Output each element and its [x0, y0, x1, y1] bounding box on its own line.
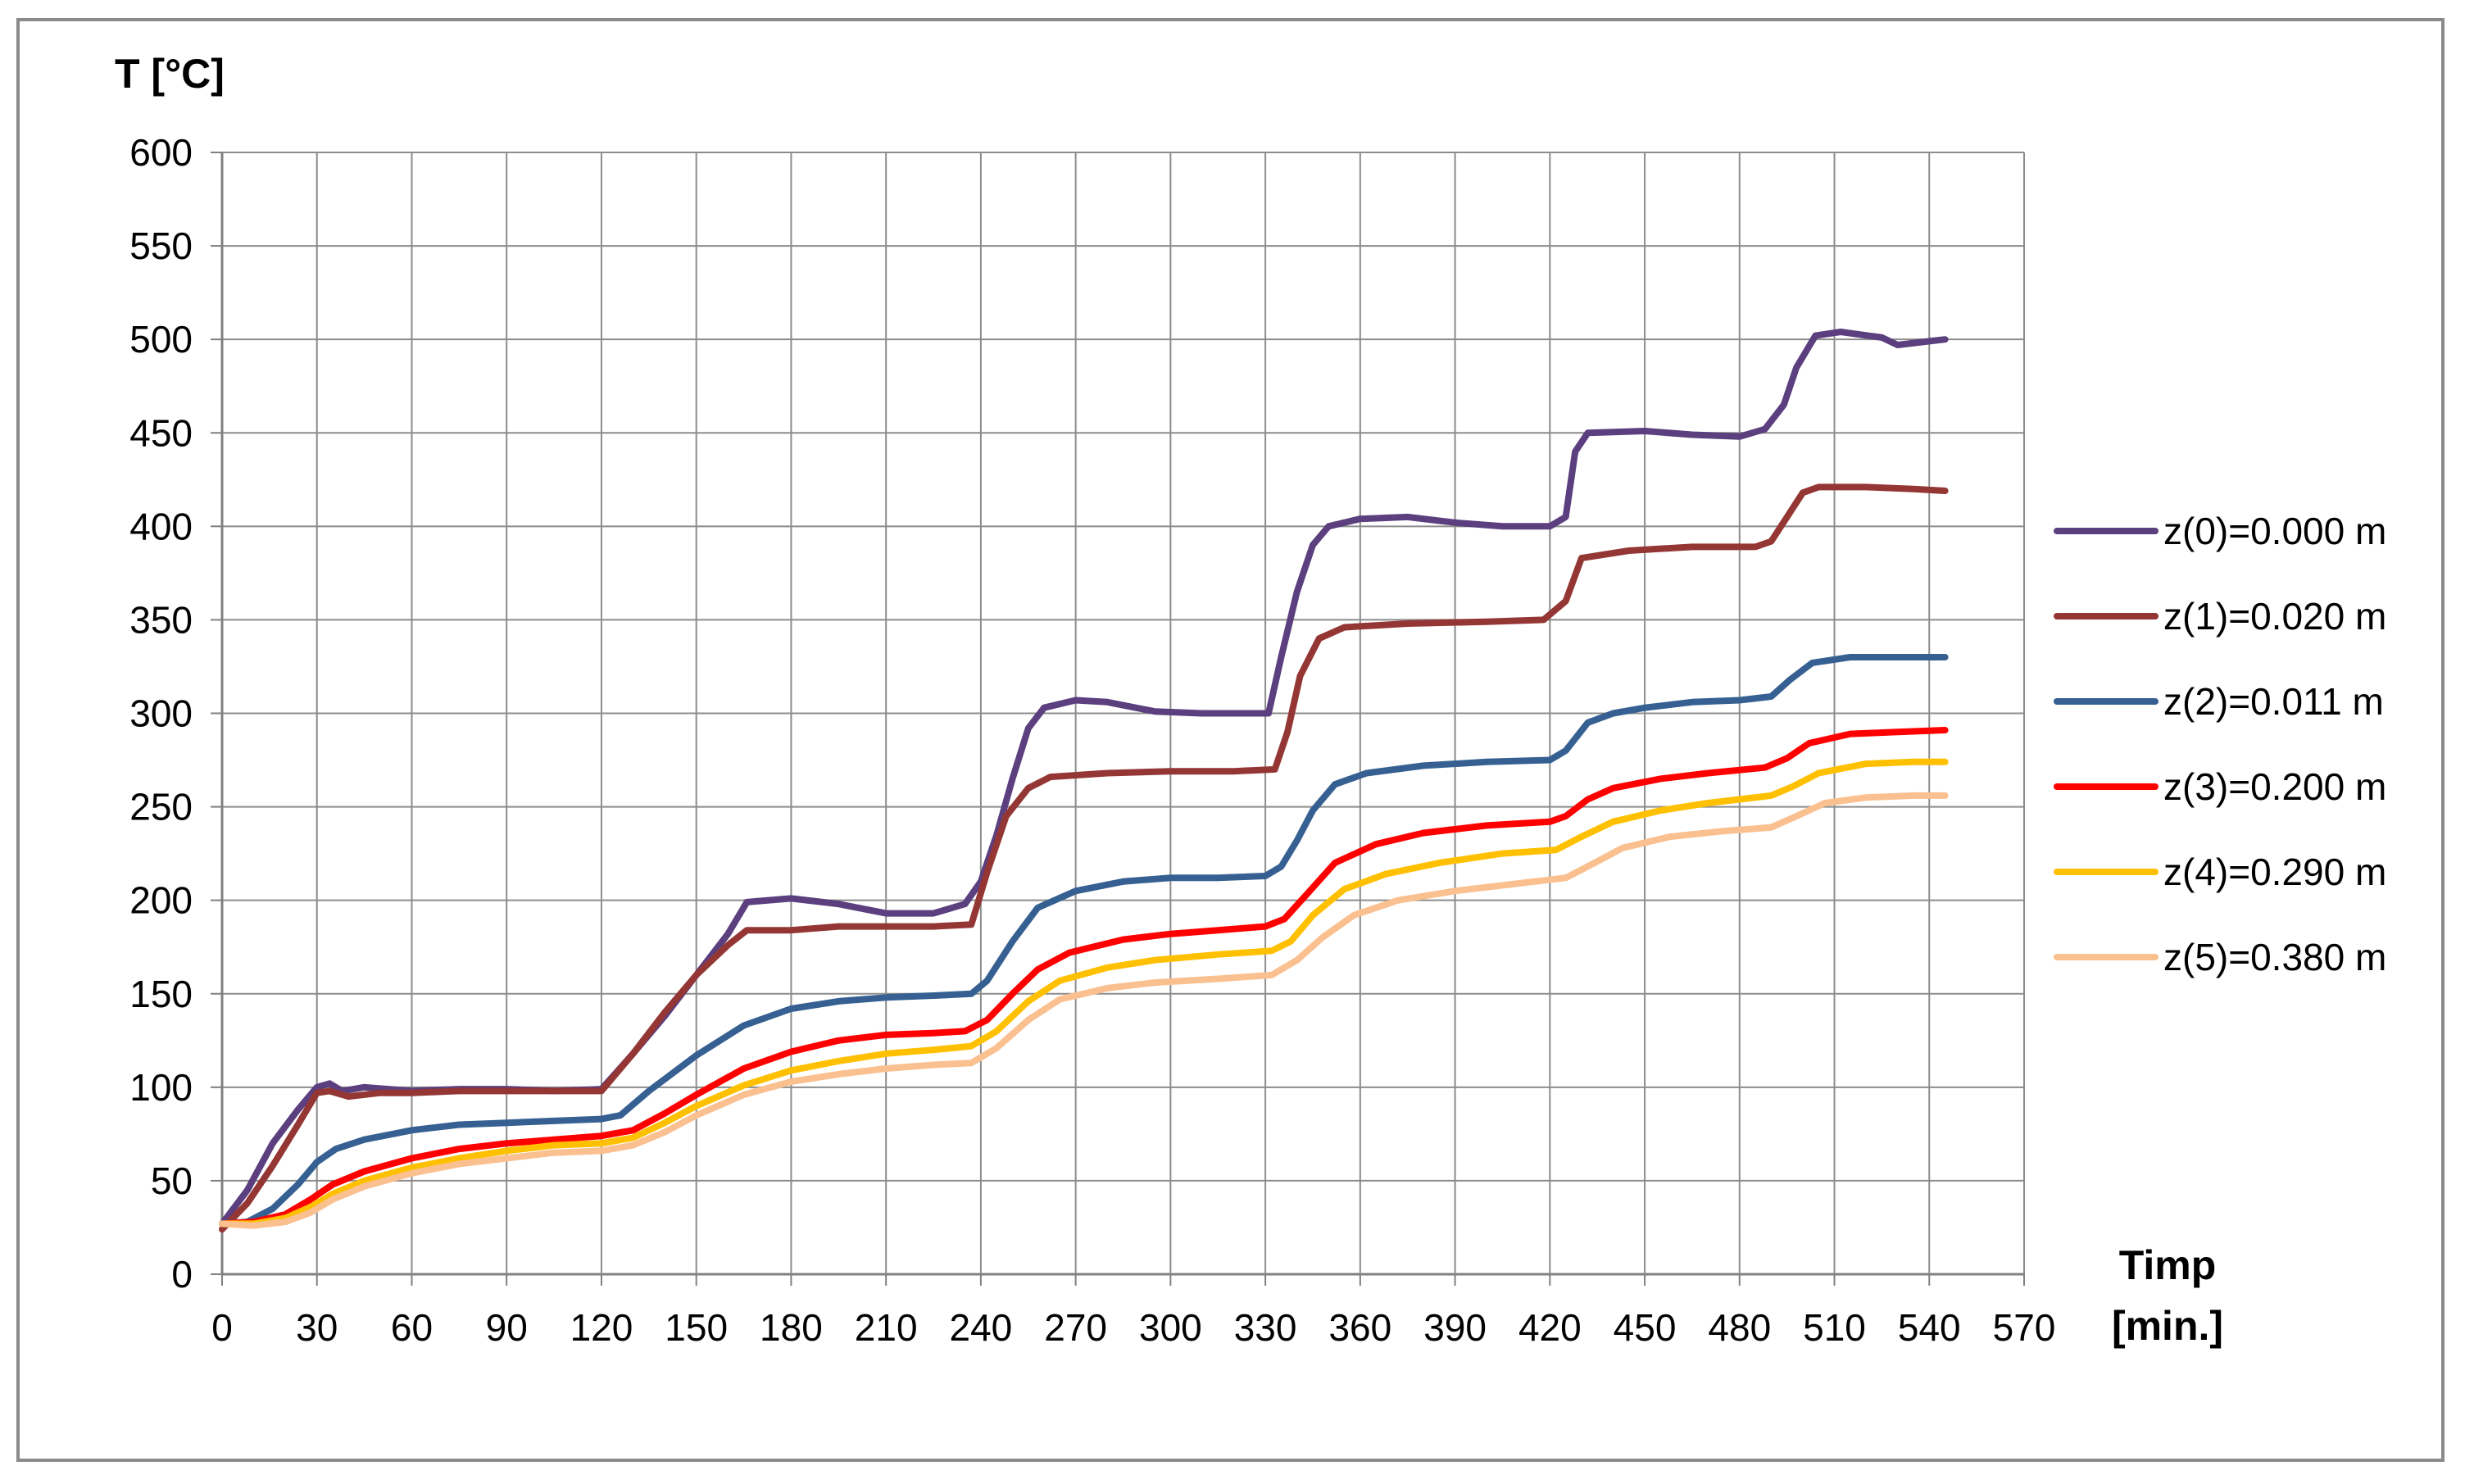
series-line-1	[219, 483, 1949, 1233]
x-tick-label: 180	[760, 1306, 823, 1349]
x-tick-label: 510	[1803, 1306, 1866, 1349]
y-tick-label: 0	[171, 1253, 193, 1296]
x-tick-label: 450	[1614, 1306, 1677, 1349]
x-tick-label: 480	[1708, 1306, 1771, 1349]
legend-label-2: z(2)=0.011 m	[2163, 680, 2384, 723]
x-tick-label: 30	[296, 1306, 338, 1349]
legend-label-1: z(1)=0.020 m	[2163, 595, 2386, 638]
y-tick-label: 350	[129, 598, 193, 641]
y-tick-label: 50	[151, 1160, 193, 1202]
x-axis-title-line1: Timp	[2119, 1242, 2217, 1288]
x-axis-ticks: 0 30 60 90 120 150 180 210 240 270 300 330 360 390 420…	[211, 1306, 2055, 1349]
legend-label-5: z(5)=0.380 m	[2163, 936, 2386, 978]
x-tick-label: 390	[1423, 1306, 1487, 1349]
legend: z(0)=0.000 m z(1)=0.020 m z(2)=0.011 m z(3)…	[2054, 510, 2386, 978]
x-tick-label: 570	[1993, 1306, 2056, 1349]
x-tick-label: 330	[1234, 1306, 1297, 1349]
x-tick-label: 60	[391, 1306, 433, 1349]
x-axis-title-line2: [min.]	[2112, 1303, 2223, 1349]
legend-label-3: z(3)=0.200 m	[2163, 765, 2386, 808]
y-tick-label: 150	[129, 973, 193, 1015]
x-tick-label: 150	[665, 1306, 728, 1349]
x-tick-label: 420	[1518, 1306, 1582, 1349]
y-tick-label: 250	[129, 786, 193, 828]
legend-label-4: z(4)=0.290 m	[2163, 851, 2386, 893]
grid-lines	[211, 152, 2025, 1286]
y-tick-label: 100	[129, 1066, 193, 1109]
y-tick-label: 200	[129, 879, 193, 922]
y-tick-label: 600	[129, 131, 193, 174]
x-tick-label: 540	[1898, 1306, 1961, 1349]
x-tick-label: 0	[211, 1306, 233, 1349]
x-tick-label: 90	[486, 1306, 528, 1349]
x-tick-label: 210	[855, 1306, 918, 1349]
y-tick-label: 400	[129, 505, 193, 547]
series-line-3	[219, 727, 1949, 1228]
series-line-2	[219, 654, 1949, 1228]
chart-frame	[16, 18, 2444, 1462]
series-line-5	[219, 792, 1949, 1229]
y-tick-label: 450	[129, 411, 193, 454]
y-tick-label: 500	[129, 318, 193, 361]
x-tick-label: 240	[950, 1306, 1013, 1349]
series-lines	[219, 329, 1949, 1233]
x-tick-label: 120	[570, 1306, 633, 1349]
x-tick-label: 300	[1139, 1306, 1202, 1349]
series-line-4	[219, 758, 1949, 1228]
x-tick-label: 360	[1328, 1306, 1391, 1349]
y-axis-title: T [°C]	[115, 51, 225, 97]
x-tick-label: 270	[1044, 1306, 1107, 1349]
legend-label-0: z(0)=0.000 m	[2163, 510, 2386, 552]
y-tick-label: 300	[129, 692, 193, 735]
y-axis-ticks: 0 50 100 150 200 250 300 350 400 450 500 550 600	[129, 131, 193, 1296]
y-tick-label: 550	[129, 225, 193, 267]
